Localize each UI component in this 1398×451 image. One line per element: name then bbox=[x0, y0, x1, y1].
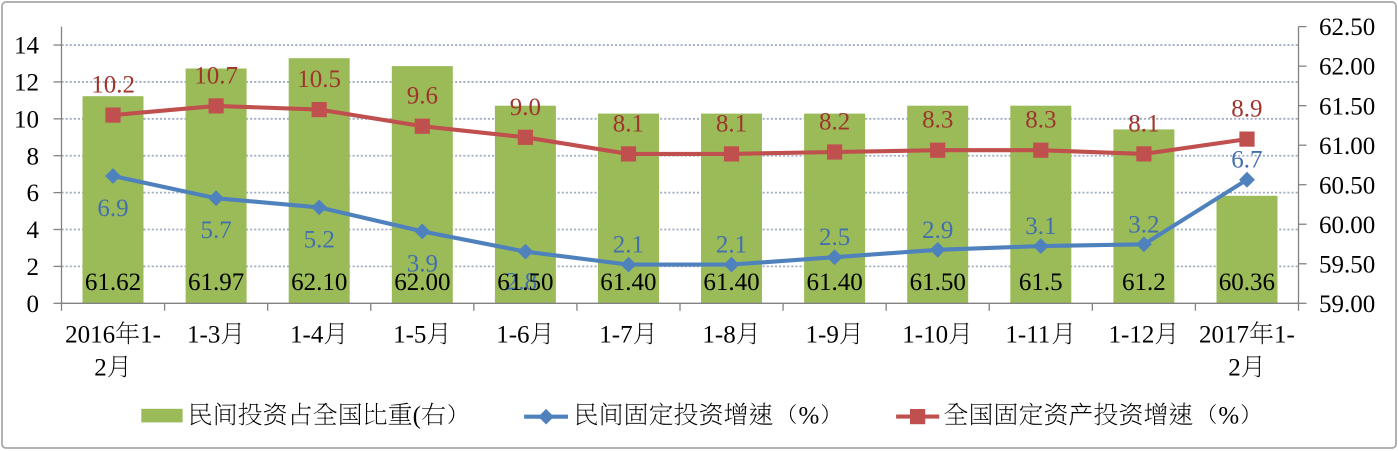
svg-text:10.5: 10.5 bbox=[297, 66, 341, 93]
svg-text:61.40: 61.40 bbox=[600, 269, 656, 296]
svg-text:2.1: 2.1 bbox=[716, 232, 747, 259]
svg-text:2.8: 2.8 bbox=[506, 269, 537, 296]
svg-text:1-3: 1-3 bbox=[187, 322, 220, 349]
svg-text:59.00: 59.00 bbox=[1319, 291, 1375, 318]
svg-text:8.2: 8.2 bbox=[819, 109, 850, 136]
svg-text:61.50: 61.50 bbox=[910, 269, 966, 296]
svg-text:60.00: 60.00 bbox=[1319, 212, 1375, 239]
svg-text:61.50: 61.50 bbox=[1319, 93, 1375, 120]
svg-text:62.00: 62.00 bbox=[394, 269, 450, 296]
svg-text:1-11: 1-11 bbox=[1005, 322, 1050, 349]
svg-text:6.9: 6.9 bbox=[97, 195, 128, 222]
svg-text:10.7: 10.7 bbox=[194, 62, 238, 89]
svg-text:5.2: 5.2 bbox=[304, 226, 335, 253]
svg-text:1-6: 1-6 bbox=[496, 322, 529, 349]
svg-text:0: 0 bbox=[27, 291, 40, 318]
svg-text:8.1: 8.1 bbox=[613, 110, 644, 137]
svg-text:8.1: 8.1 bbox=[716, 110, 747, 137]
svg-text:3.2: 3.2 bbox=[1128, 211, 1159, 238]
svg-text:61.97: 61.97 bbox=[188, 269, 244, 296]
svg-text:8: 8 bbox=[27, 143, 40, 170]
svg-text:1-12: 1-12 bbox=[1109, 322, 1155, 349]
svg-text:1-8: 1-8 bbox=[702, 322, 735, 349]
svg-text:61.40: 61.40 bbox=[703, 269, 759, 296]
svg-text:2: 2 bbox=[94, 355, 107, 382]
svg-text:1-: 1- bbox=[1274, 322, 1295, 349]
svg-text:61.00: 61.00 bbox=[1319, 133, 1375, 160]
svg-text:60.50: 60.50 bbox=[1319, 172, 1375, 199]
svg-text:12: 12 bbox=[14, 70, 39, 97]
svg-text:1-: 1- bbox=[140, 322, 161, 349]
svg-text:10.2: 10.2 bbox=[91, 72, 135, 99]
svg-text:59.50: 59.50 bbox=[1319, 251, 1375, 278]
svg-text:3.9: 3.9 bbox=[407, 250, 438, 277]
svg-text:2.1: 2.1 bbox=[613, 232, 644, 259]
svg-text:8.3: 8.3 bbox=[922, 107, 953, 134]
svg-text:1-4: 1-4 bbox=[290, 322, 324, 349]
svg-text:61.62: 61.62 bbox=[85, 269, 141, 296]
svg-text:61.50: 61.50 bbox=[497, 269, 553, 296]
svg-text:62.50: 62.50 bbox=[1319, 14, 1375, 41]
svg-text:2017: 2017 bbox=[1199, 322, 1249, 349]
svg-text:8.1: 8.1 bbox=[1128, 110, 1159, 137]
svg-text:2: 2 bbox=[27, 254, 40, 281]
svg-text:2: 2 bbox=[1228, 355, 1241, 382]
svg-text:1-7: 1-7 bbox=[599, 322, 632, 349]
svg-text:3.1: 3.1 bbox=[1025, 213, 1056, 240]
svg-text:2.5: 2.5 bbox=[819, 224, 850, 251]
svg-text:6.7: 6.7 bbox=[1231, 147, 1262, 174]
svg-text:61.40: 61.40 bbox=[807, 269, 863, 296]
svg-text:1-10: 1-10 bbox=[902, 322, 948, 349]
svg-text:62.10: 62.10 bbox=[291, 269, 347, 296]
svg-text:60.36: 60.36 bbox=[1219, 269, 1275, 296]
svg-text:2016: 2016 bbox=[65, 322, 115, 349]
svg-text:9.0: 9.0 bbox=[510, 94, 541, 121]
svg-text:4: 4 bbox=[27, 217, 40, 244]
svg-text:62.00: 62.00 bbox=[1319, 54, 1375, 81]
svg-text:61.2: 61.2 bbox=[1122, 269, 1166, 296]
svg-text:8.3: 8.3 bbox=[1025, 107, 1056, 134]
svg-text:2.9: 2.9 bbox=[922, 217, 953, 244]
svg-text:6: 6 bbox=[27, 180, 40, 207]
svg-text:10: 10 bbox=[14, 106, 39, 133]
svg-text:14: 14 bbox=[14, 33, 40, 60]
svg-text:1-5: 1-5 bbox=[393, 322, 426, 349]
svg-text:5.7: 5.7 bbox=[201, 217, 232, 244]
svg-text:%: % bbox=[1218, 403, 1239, 430]
svg-text:9.6: 9.6 bbox=[407, 83, 438, 110]
svg-text:(: ( bbox=[413, 403, 421, 430]
svg-text:61.5: 61.5 bbox=[1019, 269, 1063, 296]
svg-text:8.9: 8.9 bbox=[1231, 96, 1262, 123]
svg-text:%: % bbox=[799, 403, 820, 430]
svg-text:1-9: 1-9 bbox=[806, 322, 839, 349]
